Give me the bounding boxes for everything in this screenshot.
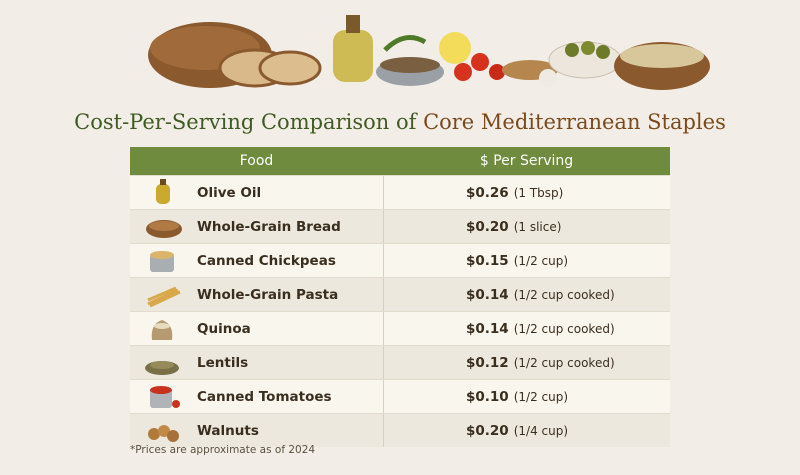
header-cell: Food bbox=[239, 153, 274, 169]
serving-size: (1 slice) bbox=[513, 219, 562, 234]
food-name: Whole-Grain Pasta bbox=[197, 286, 339, 303]
serving-size: (1/2 cup cooked) bbox=[513, 355, 615, 370]
food-name: Lentils bbox=[197, 354, 249, 371]
title-part: Core Mediterranean Staples bbox=[423, 110, 726, 134]
table-row: Whole-Grain Bread $0.20 (1 slice) bbox=[130, 209, 670, 243]
food-name: Whole-Grain Bread bbox=[197, 218, 341, 235]
price: $0.26 bbox=[466, 184, 509, 201]
price: $0.20 bbox=[466, 218, 509, 235]
food-cell: Olive Oil bbox=[130, 176, 384, 209]
table-row: Canned Tomatoes $0.10 (1/2 cup) bbox=[130, 379, 670, 413]
price: $0.14 bbox=[466, 286, 509, 303]
food-icon bbox=[145, 361, 179, 375]
food-cell: Quinoa bbox=[130, 312, 384, 345]
food-cell: Lentils bbox=[130, 346, 384, 379]
serving-size: (1/2 cup) bbox=[513, 389, 569, 404]
serving-size: (1/4 cup) bbox=[513, 423, 569, 438]
table-header: Food $ Per Serving bbox=[130, 147, 670, 175]
table-row: Olive Oil $0.26 (1 Tbsp) bbox=[130, 175, 670, 209]
table-row: Whole-Grain Pasta $0.14 (1/2 cup cooked) bbox=[130, 277, 670, 311]
food-cell: Whole-Grain Bread bbox=[130, 210, 384, 243]
food-name: Canned Chickpeas bbox=[197, 252, 336, 269]
price: $0.14 bbox=[466, 320, 509, 337]
food-icon bbox=[146, 220, 182, 238]
food-banner bbox=[148, 15, 710, 90]
food-cell: Walnuts bbox=[130, 414, 384, 447]
title-part: Cost-Per-Serving Comparison of bbox=[74, 110, 417, 134]
food-name: Olive Oil bbox=[197, 184, 262, 201]
food-icon bbox=[147, 286, 181, 308]
serving-size: (1/2 cup cooked) bbox=[513, 321, 615, 336]
food-name: Canned Tomatoes bbox=[197, 388, 332, 405]
table: Food $ Per Serving Olive Oil $0.26 (1 Tbsp… bbox=[130, 147, 670, 447]
table-row: Quinoa $0.14 (1/2 cup cooked) bbox=[130, 311, 670, 345]
table-row: Canned Chickpeas $0.15 (1/2 cup) bbox=[130, 243, 670, 277]
price: $0.12 bbox=[466, 354, 509, 371]
food-icon bbox=[156, 179, 170, 204]
food-name: Walnuts bbox=[197, 422, 259, 439]
food-name: Quinoa bbox=[197, 320, 251, 337]
table-row: Lentils $0.12 (1/2 cup cooked) bbox=[130, 345, 670, 379]
food-icon bbox=[150, 251, 174, 272]
footnote: *Prices are approximate as of 2024 bbox=[130, 444, 316, 456]
food-cell: Canned Tomatoes bbox=[130, 380, 384, 413]
food-icon bbox=[148, 425, 179, 442]
serving-size: (1/2 cup cooked) bbox=[513, 287, 615, 302]
food-cell: Whole-Grain Pasta bbox=[130, 278, 384, 311]
food-icon bbox=[151, 320, 173, 340]
price: $0.15 bbox=[466, 252, 509, 269]
title: Cost-Per-Serving Comparison of Core Medi… bbox=[0, 110, 800, 134]
price: $0.20 bbox=[466, 422, 509, 439]
serving-size: (1/2 cup) bbox=[513, 253, 569, 268]
header-cell: $ Per Serving bbox=[479, 153, 574, 169]
food-icon bbox=[150, 386, 180, 408]
price: $0.10 bbox=[466, 388, 509, 405]
table-row: Walnuts $0.20 (1/4 cup) bbox=[130, 413, 670, 447]
serving-size: (1 Tbsp) bbox=[513, 185, 564, 200]
food-cell: Canned Chickpeas bbox=[130, 244, 384, 277]
